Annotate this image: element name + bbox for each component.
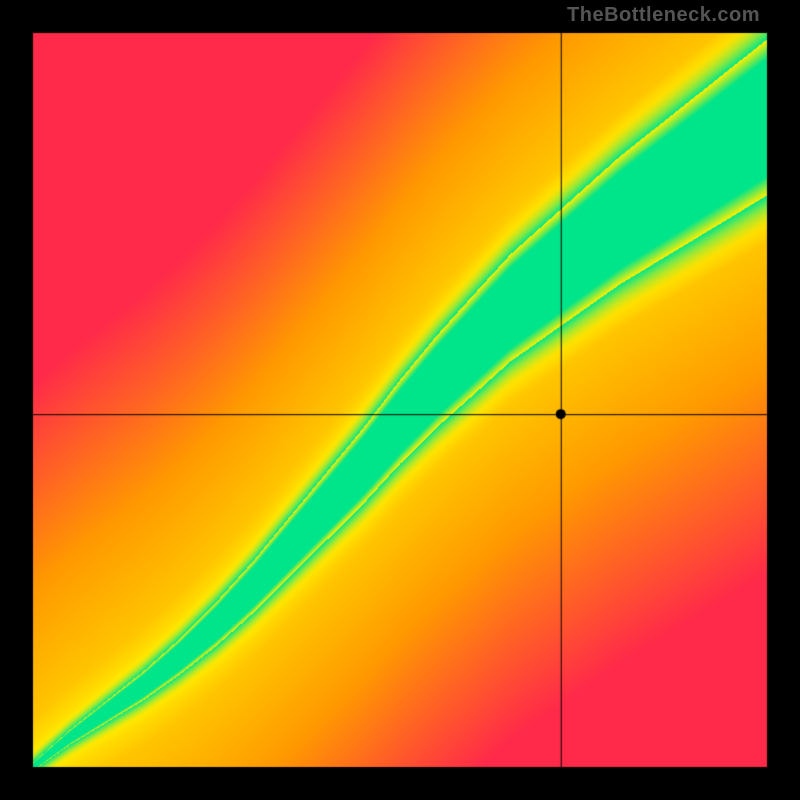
chart-container: TheBottleneck.com bbox=[0, 0, 800, 800]
heatmap-canvas bbox=[0, 0, 800, 800]
watermark-text: TheBottleneck.com bbox=[567, 4, 760, 27]
